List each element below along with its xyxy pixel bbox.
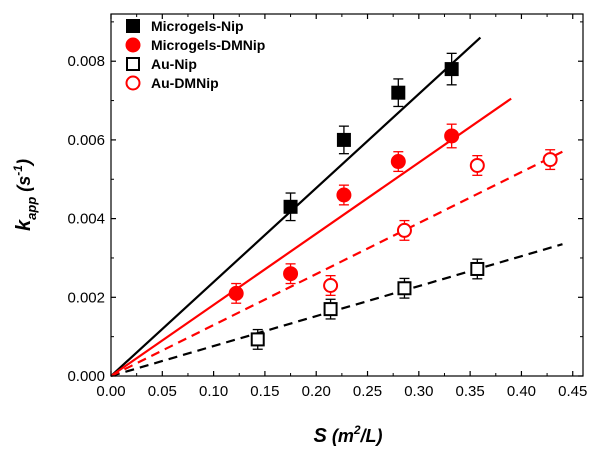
data-point [390, 154, 406, 170]
x-tick-label: 0.30 [404, 383, 433, 400]
data-point [283, 199, 298, 214]
legend-marker [126, 57, 140, 71]
data-point [323, 302, 338, 317]
data-point [469, 157, 485, 173]
y-axis-symbol-sub: app [24, 197, 39, 220]
data-point [397, 281, 412, 296]
x-tick-label: 0.45 [558, 383, 587, 400]
data-point [542, 152, 558, 168]
data-point [283, 266, 299, 282]
x-tick-label: 0.40 [507, 383, 536, 400]
tick-labels: 0.00 0.05 0.10 0.15 0.20 0.25 0.30 0.35 0.40 0.45… [67, 53, 587, 400]
x-tick-label: 0.25 [353, 383, 382, 400]
legend-label: Au-Nip [151, 56, 197, 72]
y-axis-symbol: k [13, 219, 35, 231]
legend-label: Microgels-Nip [151, 18, 244, 34]
legend: Microgels-Nip Microgels-DMNip Au-Nip Au-DMN… [125, 18, 265, 91]
data-point [444, 62, 459, 77]
legend-label: Microgels-DMNip [151, 37, 265, 53]
x-tick-label: 0.00 [96, 383, 125, 400]
plot-frame [110, 13, 584, 377]
legend-marker [125, 37, 141, 53]
data-point [470, 261, 485, 276]
y-tick-label: 0.004 [67, 211, 105, 228]
legend-label: Au-DMNip [151, 75, 219, 91]
y-axis-unit-close: ) [14, 159, 34, 167]
data-point [396, 222, 412, 238]
x-axis-unit-close: /L) [360, 426, 383, 446]
data-point [444, 128, 460, 144]
legend-marker [125, 75, 141, 91]
fit-line [110, 150, 563, 377]
y-tick-label: 0.006 [67, 132, 105, 149]
y-axis-unit: s [14, 176, 34, 186]
fit-line [110, 243, 563, 378]
data-point [391, 85, 406, 100]
x-axis-label: S (m2/L) [313, 423, 382, 447]
x-tick-label: 0.10 [199, 383, 228, 400]
y-tick-label: 0.000 [67, 368, 105, 385]
x-tick-label: 0.35 [456, 383, 485, 400]
x-axis-unit-open: ( [327, 426, 340, 446]
x-axis-symbol: S [313, 425, 327, 447]
x-tick-label: 0.15 [250, 383, 279, 400]
x-tick-label: 0.05 [148, 383, 177, 400]
x-axis-unit: m [338, 426, 354, 446]
data-point [336, 132, 351, 147]
y-tick-label: 0.008 [67, 53, 105, 70]
x-tick-label: 0.20 [302, 383, 331, 400]
x-axis-unit-sup: 2 [353, 423, 361, 437]
data-point [250, 332, 265, 347]
axes [110, 13, 584, 377]
data-markers [228, 62, 558, 347]
y-axis-unit-open: ( [14, 184, 34, 197]
fit-line [110, 97, 512, 377]
y-axis-label: kapp (s-1) [11, 159, 39, 231]
data-point [336, 187, 352, 203]
y-tick-label: 0.002 [67, 289, 105, 306]
data-point [323, 278, 339, 293]
legend-marker [126, 19, 140, 33]
data-point [228, 285, 244, 301]
y-axis-unit-sup: -1 [11, 165, 25, 176]
